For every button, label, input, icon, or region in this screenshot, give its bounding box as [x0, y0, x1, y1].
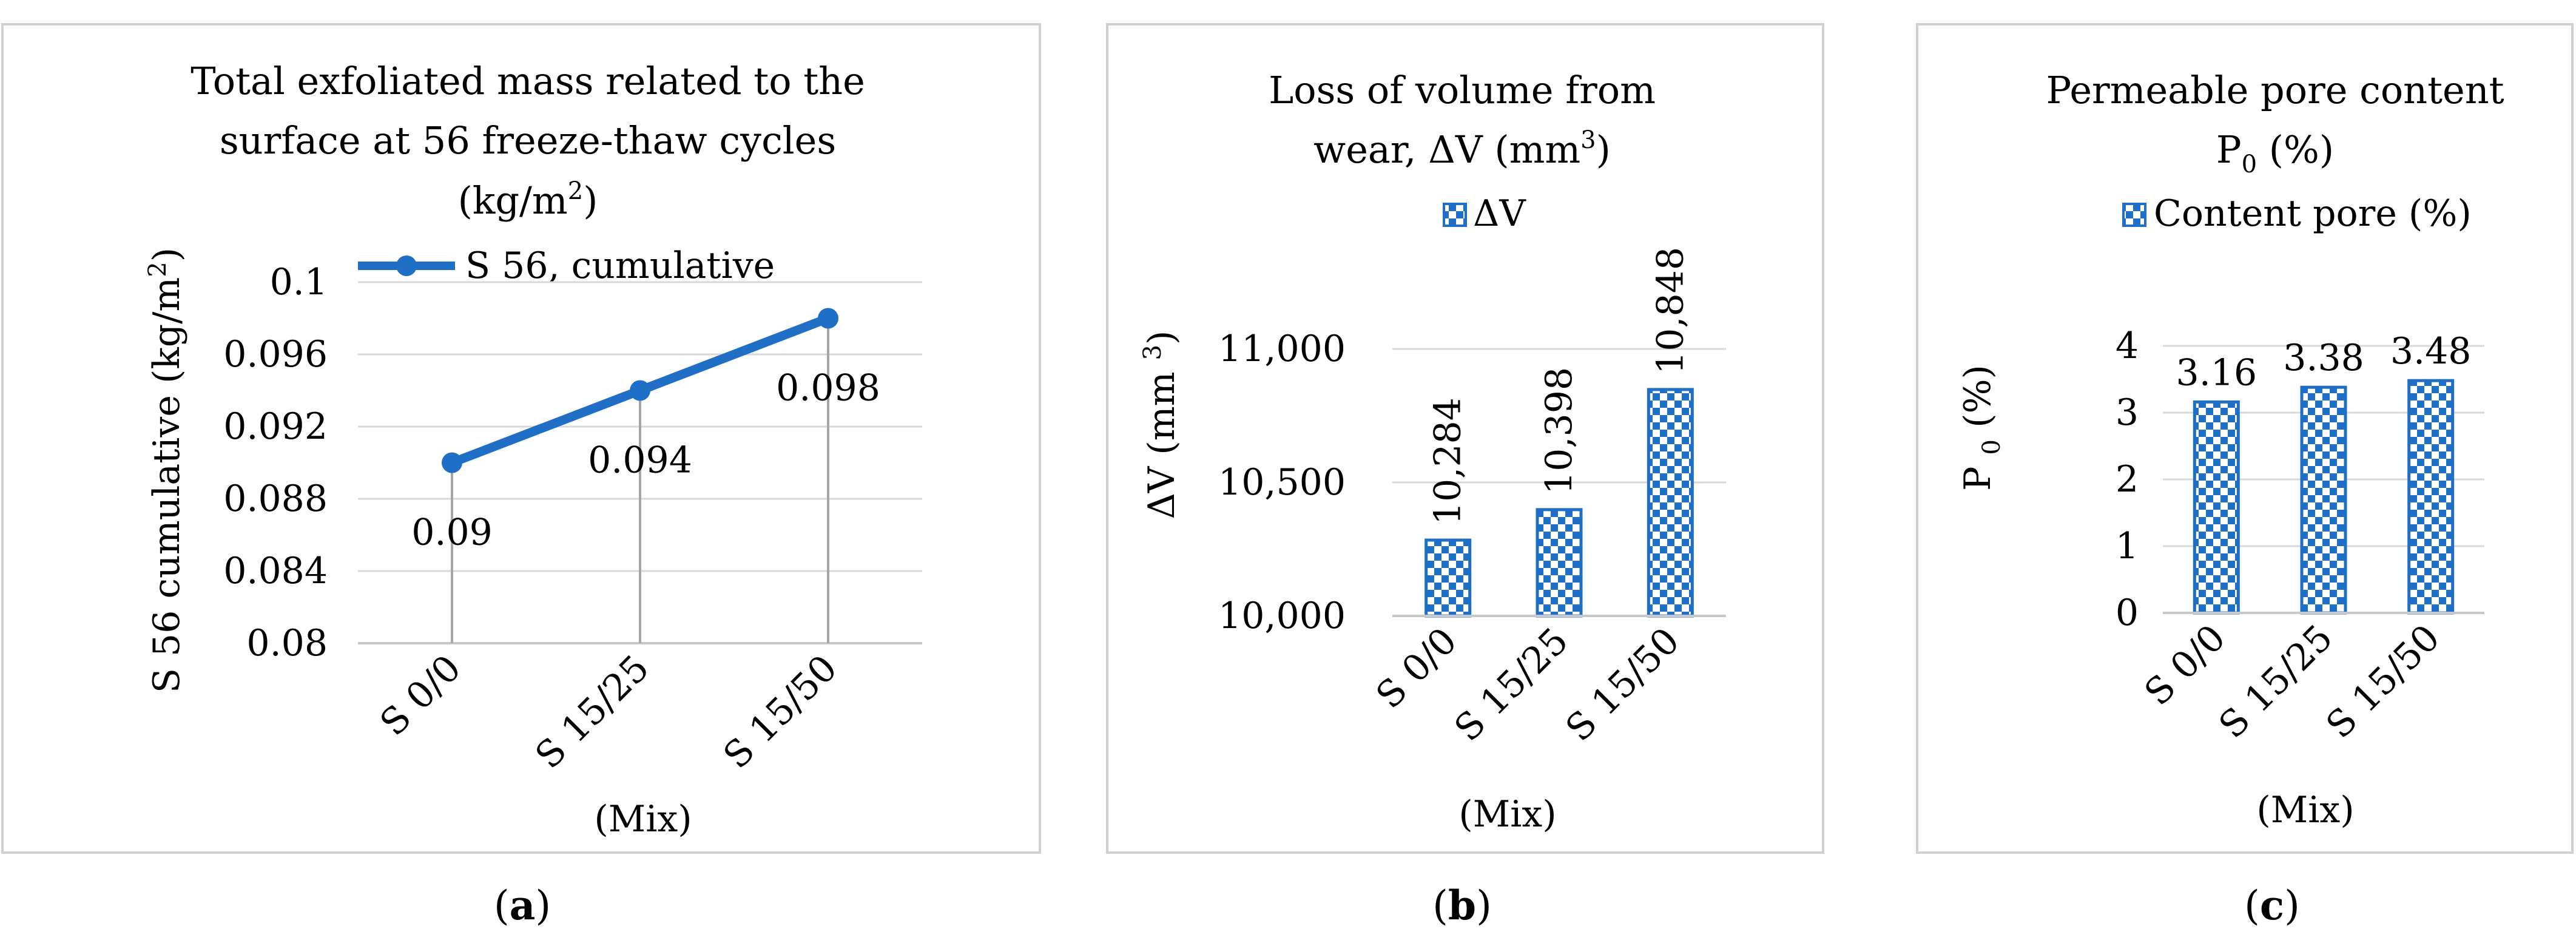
panel-b-frame: [1106, 23, 1824, 854]
y-tick-labels: 0 1 2 3 4: [2116, 325, 2139, 634]
y-tick-label: 1: [2116, 525, 2139, 567]
x-axis-label: (Mix): [1458, 793, 1556, 836]
drop-lines: [451, 318, 829, 643]
data-label: 10,398: [1538, 367, 1580, 495]
bar: [1536, 508, 1583, 618]
data-label: 3.38: [2283, 337, 2364, 379]
panel-c-frame: [1916, 23, 2574, 854]
data-labels: 0.09 0.094 0.098: [411, 367, 880, 554]
y-tick-label: 0.096: [223, 333, 328, 376]
panel-c: Permeable pore content P0 (%) Content po…: [1916, 23, 2574, 929]
data-label: 10,848: [1649, 247, 1691, 374]
legend: Content pore (%): [2122, 192, 2472, 235]
panel-caption-c: (c): [2244, 882, 2300, 929]
legend-label: Content pore (%): [2154, 192, 2472, 235]
y-tick-label: 3: [2116, 391, 2139, 434]
y-tick-label: 4: [2116, 325, 2139, 367]
series-markers: [442, 308, 838, 473]
panel-caption-a: (a): [494, 882, 551, 929]
data-label: 0.09: [411, 512, 493, 554]
x-tick-label: S 15/50: [1558, 620, 1688, 749]
y-tick-label: 11,000: [1218, 328, 1346, 370]
x-tick-label: S 0/0: [372, 647, 469, 744]
x-tick-labels: S 0/0S 15/25S 15/50: [1368, 620, 1688, 749]
y-tick-label: 0.08: [246, 622, 328, 664]
chart-title: Loss of volume from wear, ΔV (mm3): [1269, 68, 1656, 172]
legend-swatch: [1443, 203, 1467, 227]
y-axis-label: ΔV (mm 3): [1139, 331, 1183, 519]
legend-swatch-marker: [396, 255, 417, 276]
x-tick-label: S 15/50: [715, 647, 845, 777]
chart-title: Total exfoliated mass related to the sur…: [191, 59, 865, 223]
y-tick-label: 10,500: [1218, 461, 1346, 504]
chart-title-line-1: Permeable pore content: [2046, 68, 2504, 112]
legend-label: S 56, cumulative: [465, 245, 775, 287]
panel-a: Total exfoliated mass related to the sur…: [1, 23, 1041, 929]
x-axis-label: (Mix): [594, 798, 692, 840]
x-tick-label: S 15/25: [527, 647, 657, 777]
data-label: 10,284: [1427, 397, 1469, 525]
chart-title-line-2: surface at 56 freeze-thaw cycles: [220, 118, 836, 163]
bar: [2407, 379, 2455, 615]
x-tick-labels: S 0/0S 15/25S 15/50: [2137, 617, 2449, 746]
y-tick-label: 10,000: [1218, 595, 1346, 637]
data-label: 0.094: [588, 439, 692, 482]
y-tick-labels: 10,000 10,500 11,000: [1218, 328, 1346, 637]
x-axis-label: (Mix): [2256, 789, 2354, 831]
y-axis-label: P 0 (%): [1957, 365, 2006, 491]
data-point: [442, 452, 462, 473]
chart-title-line-1: Total exfoliated mass related to the: [191, 59, 865, 103]
chart-title-unit: P0 (%): [2216, 127, 2334, 178]
chart-title-line-1: Loss of volume from: [1269, 68, 1656, 112]
data-label: 0.098: [776, 367, 880, 410]
y-tick-labels: 0.08 0.084 0.088 0.092 0.096 0.1: [223, 261, 328, 664]
y-tick-label: 2: [2116, 458, 2139, 501]
y-tick-label: 0.092: [223, 405, 328, 448]
x-tick-label: S 0/0: [1368, 620, 1465, 717]
y-tick-label: 0: [2116, 592, 2139, 634]
bar: [1425, 538, 1472, 618]
bar: [2193, 400, 2240, 615]
x-tick-label: S 15/25: [2211, 617, 2341, 746]
data-point: [630, 380, 650, 401]
data-point: [818, 308, 838, 329]
y-tick-label: 0.1: [270, 261, 328, 303]
bar: [2300, 385, 2347, 615]
panel-caption-b: (b): [1432, 882, 1492, 929]
bars: [2193, 379, 2455, 615]
x-tick-label: S 0/0: [2137, 617, 2234, 714]
x-tick-labels: S 0/0 S 15/25 S 15/50: [372, 647, 845, 777]
legend: S 56, cumulative: [358, 245, 775, 287]
data-labels: 10,284 10,398 10,848: [1427, 247, 1692, 525]
data-label: 3.48: [2390, 330, 2472, 373]
data-labels: 3.16 3.38 3.48: [2176, 330, 2472, 394]
chart-title-unit: wear, ΔV (mm3): [1313, 126, 1611, 172]
panel-a-frame: [1, 23, 1041, 854]
x-tick-label: S 15/25: [1446, 620, 1576, 749]
legend-swatch: [2122, 203, 2146, 227]
panel-b: Loss of volume from wear, ΔV (mm3) ΔV 10…: [1106, 23, 1824, 929]
legend-label: ΔV: [1473, 192, 1526, 235]
legend: ΔV: [1443, 192, 1526, 235]
chart-title-unit: (kg/m2): [458, 177, 598, 223]
bar: [1647, 388, 1694, 618]
y-axis-label: S 56 cumulative (kg/m2): [144, 248, 188, 693]
chart-title: Permeable pore content P0 (%): [2046, 68, 2504, 178]
y-tick-label: 0.084: [223, 550, 328, 592]
data-label: 3.16: [2176, 351, 2257, 394]
y-tick-label: 0.088: [223, 478, 328, 520]
x-tick-label: S 15/50: [2318, 617, 2448, 746]
bars: [1425, 388, 1694, 618]
